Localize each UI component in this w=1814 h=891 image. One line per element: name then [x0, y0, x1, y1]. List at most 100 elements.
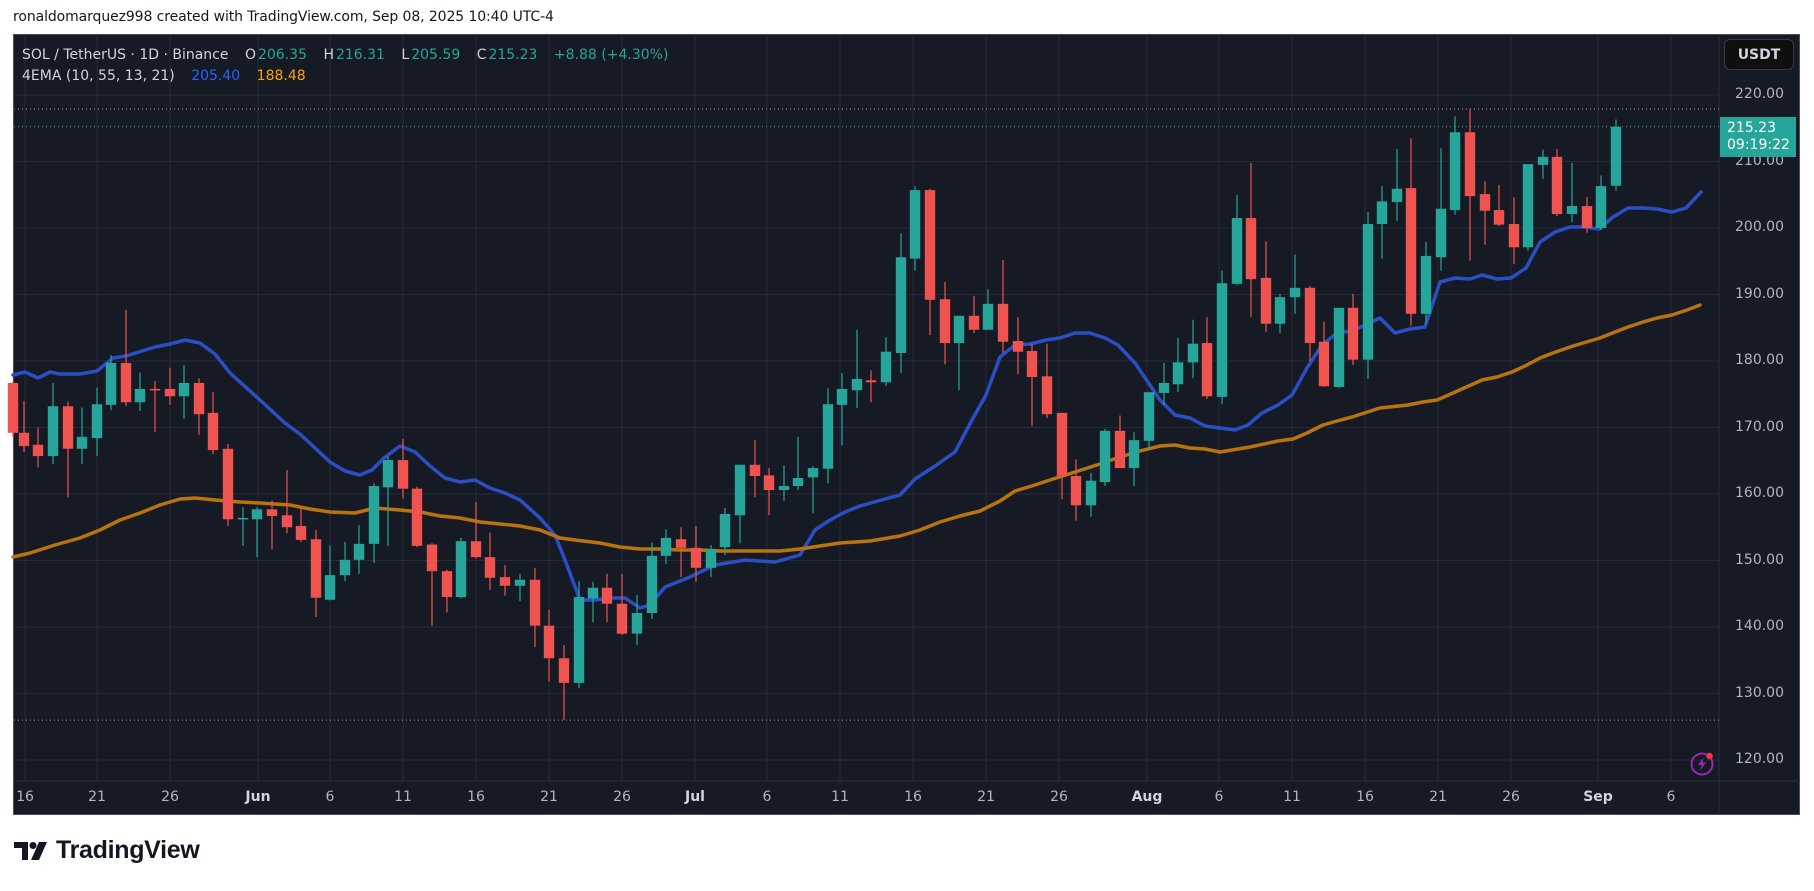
candle[interactable]: [353, 525, 365, 574]
tradingview-logo[interactable]: TradingView: [14, 836, 200, 865]
candle[interactable]: [982, 289, 994, 330]
candle[interactable]: [193, 378, 205, 435]
candle[interactable]: [1026, 343, 1038, 427]
candle[interactable]: [836, 372, 848, 446]
candle[interactable]: [178, 364, 190, 419]
candle[interactable]: [1435, 148, 1447, 271]
candle[interactable]: [1304, 285, 1316, 361]
candle[interactable]: [411, 486, 423, 548]
candle[interactable]: [1201, 317, 1213, 399]
candle[interactable]: [558, 644, 570, 721]
candle[interactable]: [455, 537, 467, 599]
candle[interactable]: [339, 541, 351, 582]
candle[interactable]: [32, 427, 44, 468]
candle[interactable]: [895, 233, 907, 373]
candle[interactable]: [1143, 391, 1155, 451]
candle[interactable]: [1347, 293, 1359, 365]
flash-alert-icon[interactable]: [1689, 751, 1715, 777]
currency-button[interactable]: USDT: [1724, 39, 1794, 70]
candle[interactable]: [1187, 319, 1199, 379]
candle[interactable]: [690, 525, 702, 582]
candle[interactable]: [1260, 241, 1272, 332]
candle[interactable]: [660, 529, 672, 564]
candle[interactable]: [1012, 317, 1024, 375]
candle[interactable]: [47, 382, 59, 465]
candle[interactable]: [1464, 108, 1476, 261]
candle[interactable]: [749, 440, 761, 498]
chart-panel[interactable]: [13, 34, 1800, 815]
candle[interactable]: [1581, 196, 1593, 233]
candle[interactable]: [997, 259, 1009, 354]
candle[interactable]: [939, 281, 951, 365]
candle[interactable]: [1362, 212, 1374, 379]
candle[interactable]: [1595, 175, 1607, 230]
candle[interactable]: [1070, 459, 1082, 521]
candle[interactable]: [719, 507, 731, 556]
candle[interactable]: [1376, 186, 1388, 259]
candle[interactable]: [631, 595, 643, 645]
candle[interactable]: [778, 465, 790, 501]
candle[interactable]: [295, 507, 307, 542]
candle[interactable]: [1479, 181, 1491, 245]
candle[interactable]: [587, 581, 599, 623]
candle[interactable]: [1493, 184, 1505, 227]
candle[interactable]: [1551, 148, 1563, 217]
candle[interactable]: [324, 545, 336, 601]
candle[interactable]: [310, 529, 322, 618]
candle[interactable]: [1041, 343, 1053, 419]
candle[interactable]: [1099, 428, 1111, 487]
candle[interactable]: [426, 543, 438, 626]
candle[interactable]: [120, 309, 132, 407]
candle[interactable]: [1566, 162, 1578, 223]
candle[interactable]: [1085, 472, 1097, 517]
candle[interactable]: [149, 380, 161, 433]
candle[interactable]: [222, 444, 234, 526]
candle[interactable]: [1333, 307, 1345, 389]
candle[interactable]: [251, 507, 263, 558]
candle[interactable]: [1216, 270, 1228, 405]
candle[interactable]: [91, 387, 103, 457]
candle[interactable]: [1231, 194, 1243, 286]
candle[interactable]: [529, 567, 541, 647]
candle[interactable]: [1274, 293, 1286, 334]
candle[interactable]: [1245, 162, 1257, 318]
candle[interactable]: [237, 507, 249, 546]
candle[interactable]: [499, 565, 511, 596]
candle[interactable]: [880, 337, 892, 387]
candle[interactable]: [1610, 119, 1622, 191]
candle[interactable]: [514, 573, 526, 602]
candle[interactable]: [76, 407, 88, 465]
candle[interactable]: [397, 438, 409, 499]
candle[interactable]: [573, 581, 585, 689]
indicator-label[interactable]: 4EMA (10, 55, 13, 21): [22, 68, 175, 84]
candle[interactable]: [616, 573, 628, 635]
candle[interactable]: [763, 468, 775, 516]
candle[interactable]: [266, 500, 278, 550]
candle[interactable]: [1449, 116, 1461, 215]
candle[interactable]: [441, 569, 453, 613]
candle[interactable]: [543, 609, 555, 682]
candle[interactable]: [1522, 164, 1534, 251]
candle[interactable]: [924, 188, 936, 336]
candle[interactable]: [134, 372, 146, 411]
candle[interactable]: [1537, 149, 1549, 179]
candle[interactable]: [382, 456, 394, 546]
candle[interactable]: [1158, 362, 1170, 405]
candle[interactable]: [1056, 412, 1068, 500]
candle[interactable]: [968, 295, 980, 334]
candle[interactable]: [822, 388, 834, 484]
candle[interactable]: [646, 542, 658, 620]
candle[interactable]: [1391, 148, 1403, 221]
candle[interactable]: [1114, 415, 1126, 469]
candle[interactable]: [734, 464, 746, 544]
candle[interactable]: [851, 329, 863, 409]
candle[interactable]: [1289, 254, 1301, 314]
candle[interactable]: [368, 483, 380, 564]
candle[interactable]: [1508, 197, 1520, 264]
candle[interactable]: [1405, 138, 1417, 326]
candle[interactable]: [601, 573, 613, 623]
candle[interactable]: [1172, 337, 1184, 393]
candle[interactable]: [18, 400, 30, 453]
candle[interactable]: [62, 401, 74, 498]
candle[interactable]: [1128, 432, 1140, 487]
